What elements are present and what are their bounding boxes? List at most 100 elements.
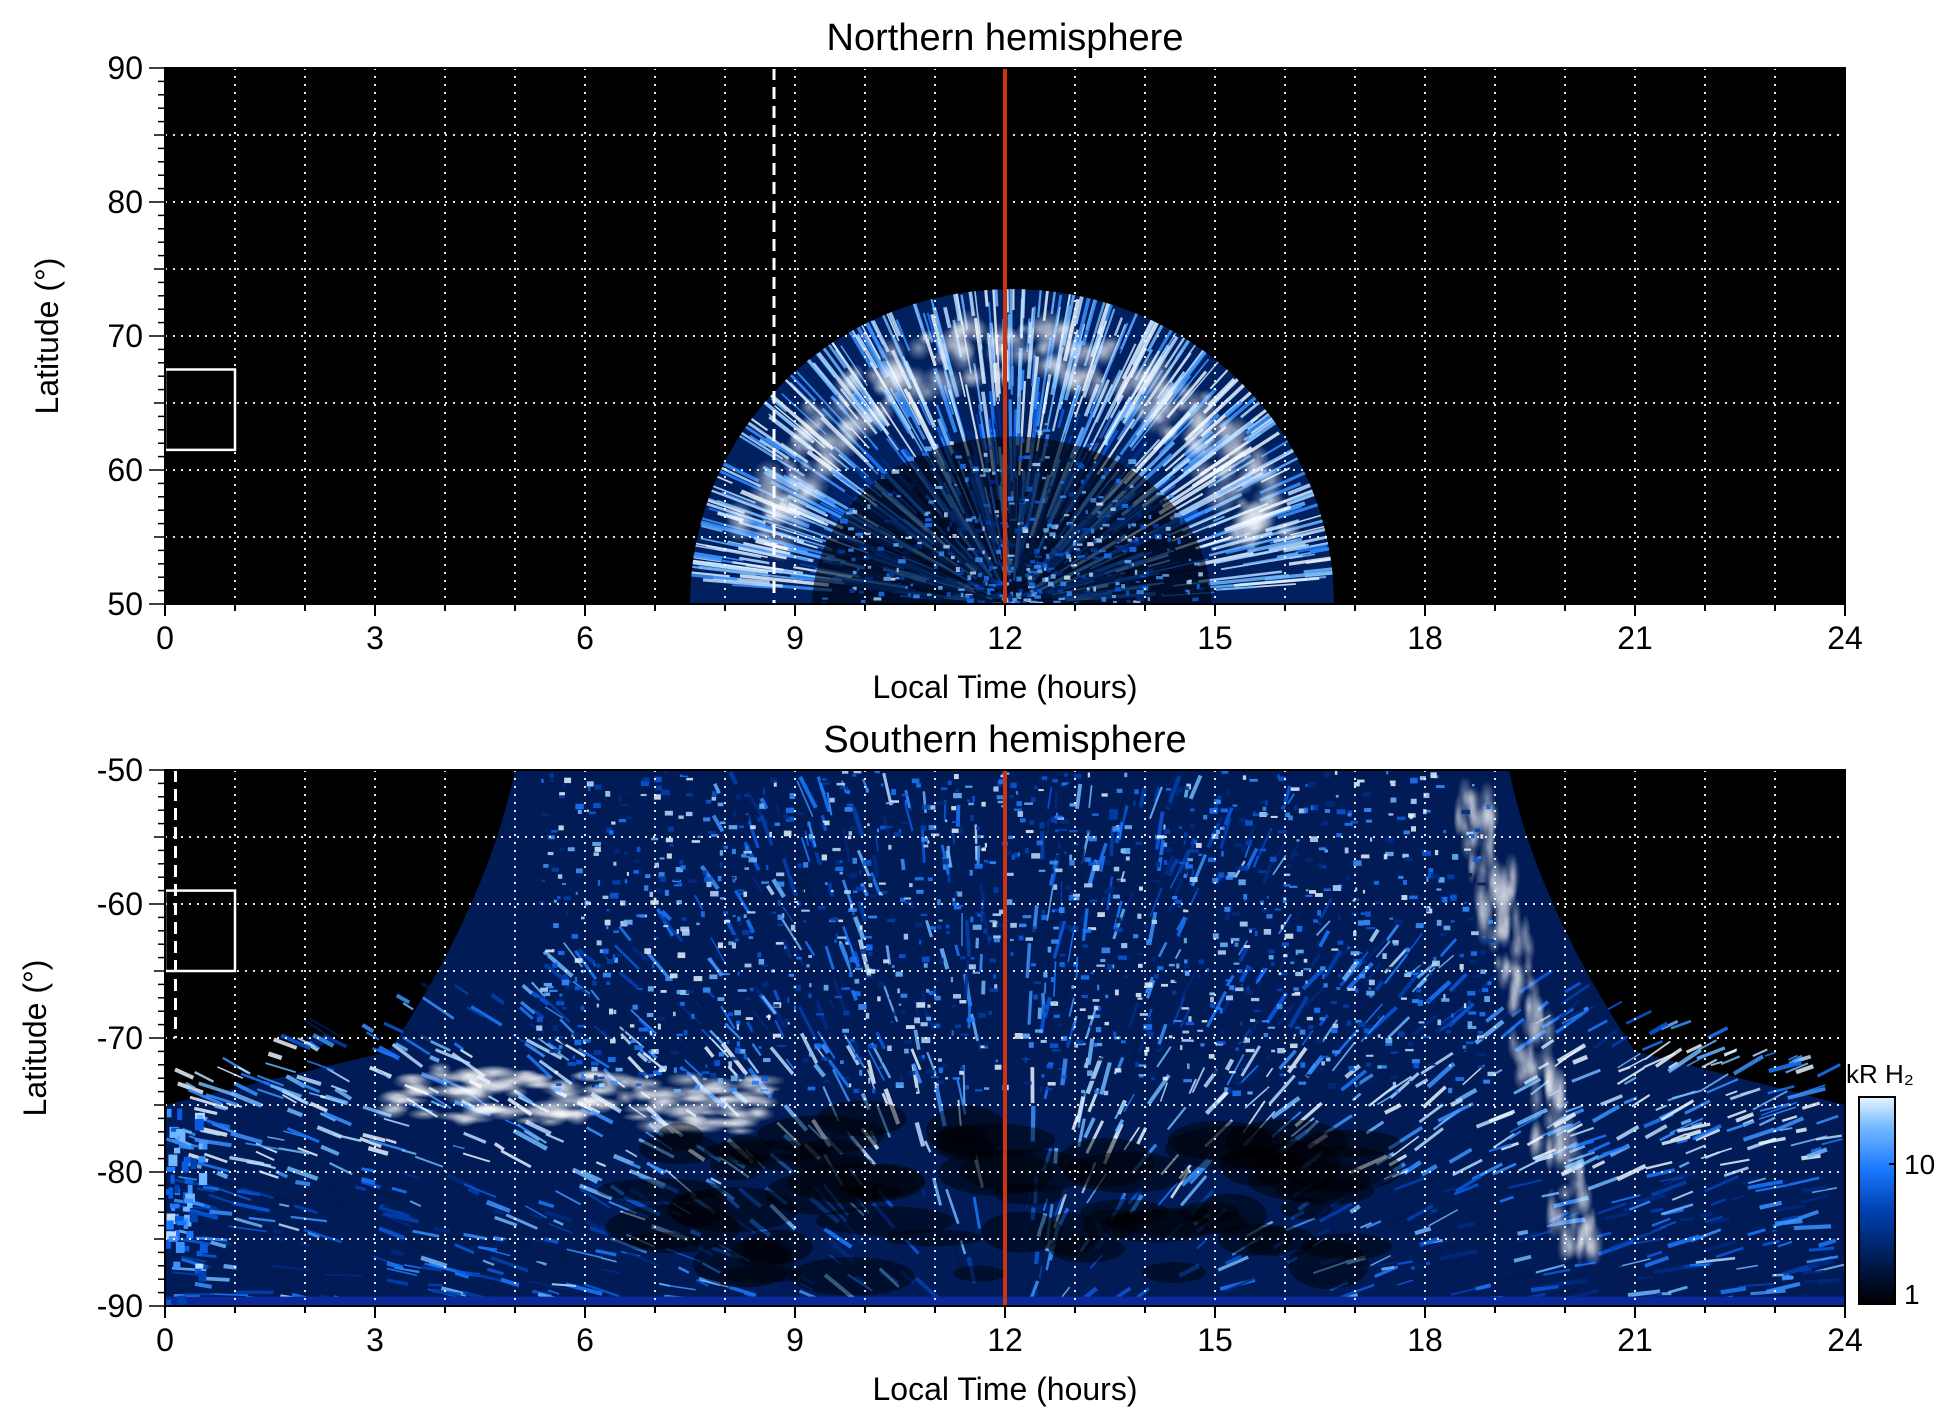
south-dusk-arc-blob (1554, 1066, 1567, 1112)
south-speckle (1013, 808, 1022, 811)
south-emission-streak (482, 1259, 495, 1267)
south-speckle (718, 1052, 725, 1057)
south-emission-streak (765, 1186, 789, 1206)
north-inner-speckle (999, 597, 1003, 600)
south-speckle (1101, 947, 1111, 954)
south-speckle (1331, 1028, 1338, 1034)
south-emission-streak (1169, 871, 1180, 889)
north-inner-speckle (1131, 563, 1135, 567)
south-emission-streak (967, 999, 972, 1029)
south-emission-streak (237, 1065, 251, 1075)
south-speckle (1484, 996, 1490, 1003)
south-speckle (926, 1016, 932, 1021)
north-inner-speckle (1043, 528, 1049, 533)
south-emission-streak (601, 1257, 617, 1263)
south-emission-streak (1392, 1162, 1407, 1173)
south-speckle (1039, 1086, 1043, 1092)
south-emission-streak (1611, 1035, 1629, 1048)
south-speckle (1235, 987, 1244, 992)
south-speckle (925, 1006, 934, 1012)
south-emission-streak (1810, 1146, 1822, 1153)
south-speckle (1133, 800, 1136, 807)
south-speckle (1084, 857, 1092, 862)
south-speckle (801, 909, 810, 912)
south-speckle (1010, 1069, 1018, 1074)
north-inner-speckle (967, 575, 972, 581)
south-speckle (594, 958, 598, 964)
south-speckle (638, 1027, 648, 1032)
south-speckle (1409, 895, 1418, 900)
south-emission-streak (855, 1196, 870, 1214)
north-inner-speckle (1070, 564, 1078, 567)
south-speckle (936, 1080, 945, 1084)
south-speckle (1233, 843, 1243, 848)
south-emission-streak (1317, 1228, 1330, 1236)
south-emission-streak (580, 988, 591, 998)
south-speckle (676, 1033, 683, 1037)
south-emission-streak (518, 1006, 534, 1020)
north-inner-speckle (1115, 478, 1121, 484)
south-speckle (996, 923, 1006, 928)
south-speckle (1094, 1089, 1100, 1095)
north-emission-streak (1277, 503, 1319, 520)
south-emission-streak (1068, 997, 1075, 1017)
south-speckle (552, 962, 558, 968)
south-speckle (1321, 1061, 1325, 1066)
south-emission-streak (798, 775, 818, 809)
north-xtick-label: 9 (786, 620, 804, 656)
south-emission-streak (394, 1042, 409, 1052)
south-emission-streak (1672, 1178, 1707, 1193)
south-speckle (1266, 914, 1273, 919)
south-emission-streak (1388, 1165, 1415, 1178)
south-emission-streak (751, 1043, 762, 1057)
south-speckle (1346, 1020, 1352, 1027)
south-emission-streak (402, 1036, 431, 1056)
south-speckle (1148, 1043, 1153, 1049)
south-speckle (1172, 990, 1177, 995)
south-speckle (777, 939, 785, 942)
south-dawn-arc-blob (460, 1071, 488, 1089)
south-emission-streak (1587, 1019, 1608, 1033)
south-emission-streak (1151, 866, 1162, 892)
south-speckle (1464, 848, 1472, 851)
south-speckle (1227, 872, 1236, 878)
south-emission-streak (1178, 1163, 1192, 1180)
north-inner-speckle (1009, 558, 1013, 561)
north-inner-speckle (1166, 548, 1170, 552)
south-speckle (1277, 774, 1280, 779)
south-speckle (812, 848, 818, 853)
south-speckle (824, 1080, 830, 1083)
south-dusk-arc-blob (1560, 1225, 1578, 1262)
south-emission-streak (1135, 1182, 1145, 1199)
north-inner-speckle (1074, 461, 1083, 466)
south-speckle (649, 1067, 657, 1071)
north-bright-band-blob (930, 366, 966, 403)
south-speckle (796, 956, 802, 960)
south-emission-streak (941, 911, 946, 935)
south-emission-streak (813, 1186, 828, 1202)
south-speckle (865, 876, 873, 881)
south-speckle (726, 1040, 730, 1045)
south-emission-streak (512, 1128, 548, 1151)
south-emission-streak (874, 834, 879, 852)
south-edge-strip (189, 1212, 198, 1223)
south-speckle (763, 907, 768, 910)
south-speckle (1185, 864, 1193, 869)
south-speckle (1467, 1025, 1477, 1030)
north-emission-streak (1103, 409, 1122, 440)
south-emission-streak (478, 1245, 498, 1252)
south-emission-streak (772, 989, 781, 1002)
south-speckle (1291, 993, 1301, 996)
south-speckle (1009, 939, 1014, 942)
north-emission-streak (717, 475, 733, 485)
south-speckle (1323, 771, 1331, 778)
north-inner-speckle (1121, 504, 1129, 508)
south-emission-streak (870, 1042, 892, 1079)
south-emission-streak (600, 1268, 620, 1274)
south-emission-streak (1413, 1209, 1432, 1220)
south-speckle (1036, 840, 1043, 846)
south-emission-streak (1420, 1051, 1454, 1075)
south-speckle (1055, 868, 1063, 873)
south-emission-streak (1385, 923, 1400, 942)
south-speckle (947, 786, 956, 791)
